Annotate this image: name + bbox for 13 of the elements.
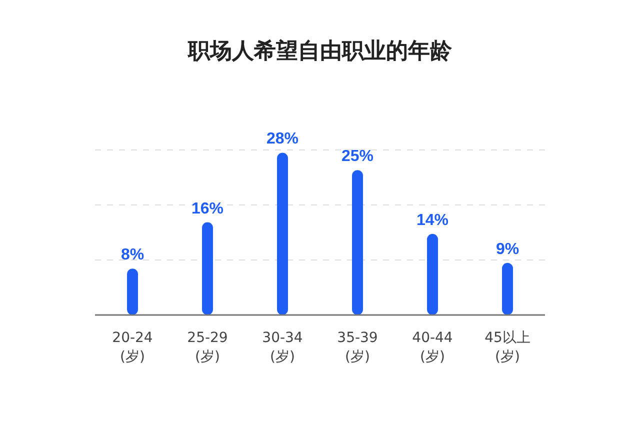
x-tick-label: 35-39 (岁) (337, 330, 378, 365)
data-label: 14% (416, 212, 449, 229)
data-label: 25% (341, 148, 374, 166)
data-label: 8% (120, 246, 144, 264)
x-tick-label: 45以上 (岁) (484, 330, 530, 365)
x-tick-label: 30-34 (岁) (262, 330, 303, 365)
x-tick-label: 20-24 (岁) (112, 330, 153, 365)
data-label: 28% (266, 130, 299, 148)
chart-title: 职场人希望自由职业的年龄 (187, 38, 453, 64)
data-label: 9% (496, 240, 520, 258)
data-label: 16% (191, 200, 224, 218)
x-tick-label: 25-29 (岁) (187, 330, 228, 365)
x-tick-label: 40-44 (岁) (412, 330, 453, 365)
